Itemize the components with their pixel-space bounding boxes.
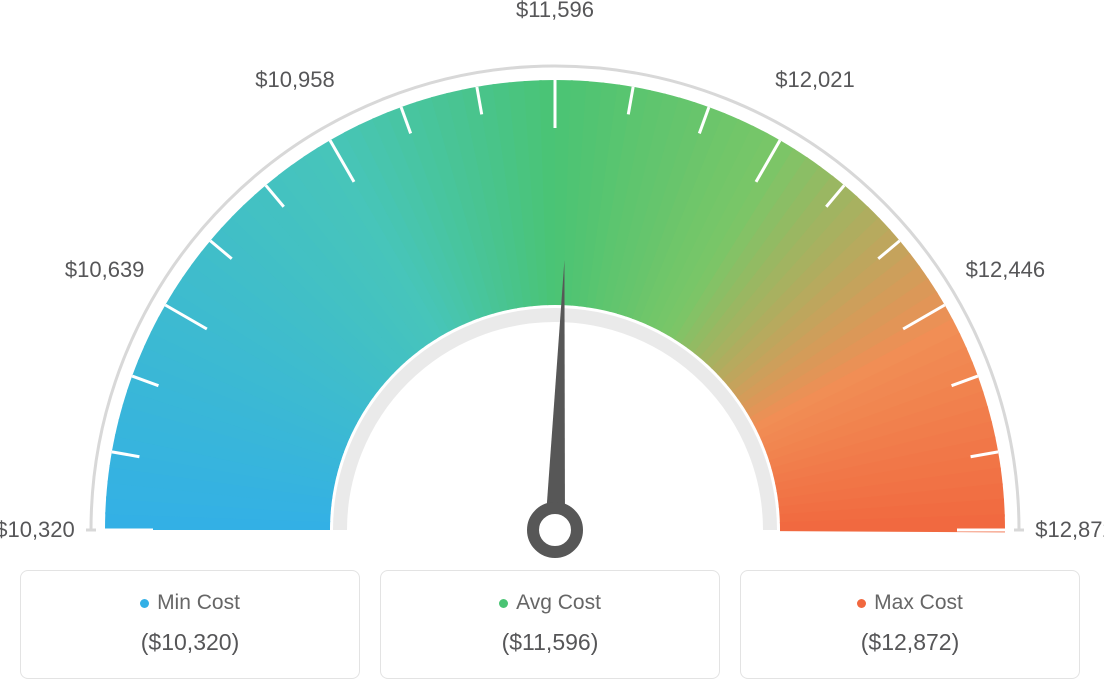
gauge-tick-label: $12,021 bbox=[775, 67, 855, 93]
gauge-tick-label: $10,639 bbox=[65, 257, 145, 283]
avg-cost-dot bbox=[499, 599, 508, 608]
max-cost-dot bbox=[857, 599, 866, 608]
avg-cost-title: Avg Cost bbox=[401, 591, 699, 615]
gauge-wrapper: $10,320$10,639$10,958$11,596$12,021$12,4… bbox=[20, 20, 1080, 560]
avg-cost-card: Avg Cost ($11,596) bbox=[380, 570, 720, 679]
gauge-tick-label: $12,446 bbox=[966, 257, 1046, 283]
summary-cards: Min Cost ($10,320) Avg Cost ($11,596) Ma… bbox=[20, 570, 1080, 679]
max-cost-value: ($12,872) bbox=[761, 629, 1059, 656]
min-cost-label: Min Cost bbox=[157, 591, 240, 615]
min-cost-dot bbox=[140, 599, 149, 608]
cost-gauge-container: $10,320 $10,639 $10,958 $11,596 $12,021 $12,4… bbox=[0, 0, 1104, 690]
max-cost-title: Max Cost bbox=[761, 591, 1059, 615]
min-cost-value: ($10,320) bbox=[41, 629, 339, 656]
max-cost-card: Max Cost ($12,872) bbox=[740, 570, 1080, 679]
avg-cost-label: Avg Cost bbox=[516, 591, 601, 615]
gauge-tick-label: $11,596 bbox=[516, 0, 594, 23]
gauge-chart bbox=[20, 20, 1080, 560]
gauge-tick-label: $10,320 bbox=[0, 517, 75, 543]
min-cost-card: Min Cost ($10,320) bbox=[20, 570, 360, 679]
gauge-tick-label: $10,958 bbox=[255, 67, 335, 93]
max-cost-label: Max Cost bbox=[874, 591, 963, 615]
min-cost-title: Min Cost bbox=[41, 591, 339, 615]
avg-cost-value: ($11,596) bbox=[401, 629, 699, 656]
gauge-tick-label: $12,872 bbox=[1035, 517, 1104, 543]
